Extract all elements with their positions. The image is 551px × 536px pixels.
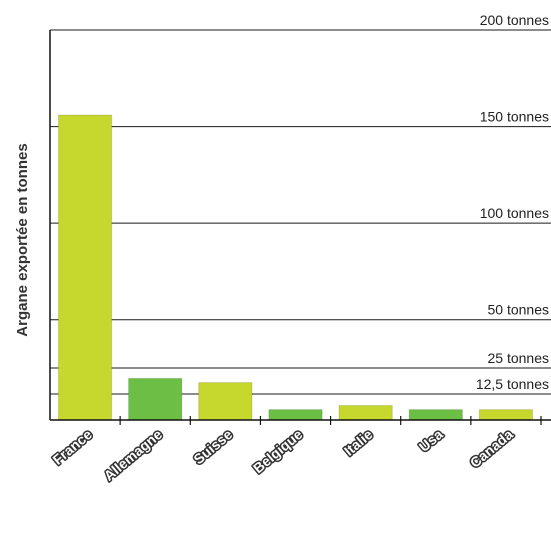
bars xyxy=(57,114,534,421)
bar-canada xyxy=(478,409,534,421)
gridline-label: 12,5 tonnes xyxy=(476,376,549,392)
x-tick-label: Belgique xyxy=(250,426,306,476)
gridline-label: 50 tonnes xyxy=(488,302,550,318)
bar-allemagne xyxy=(128,377,183,421)
x-tick-label: France xyxy=(50,426,96,468)
gridline-label: 100 tonnes xyxy=(480,205,549,221)
x-tick-label: Italie xyxy=(341,426,376,459)
gridline-label: 25 tonnes xyxy=(488,350,550,366)
gridline-label: 150 tonnes xyxy=(480,109,549,125)
x-tick-label: Canada xyxy=(467,426,516,471)
axes xyxy=(49,30,551,425)
bar-suisse xyxy=(198,382,253,421)
x-tick-label: Usa xyxy=(416,426,446,455)
bar-usa xyxy=(408,409,463,421)
gridline-label: 200 tonnes xyxy=(480,12,549,28)
category-labels: France Allemagne Suisse Belgique Italie Usa Ca… xyxy=(48,424,517,485)
bar-belgique xyxy=(268,409,323,421)
x-tick-label: Allemagne xyxy=(101,426,166,484)
bar-france xyxy=(57,114,113,421)
gridlines: 200 tonnes 150 tonnes 100 tonnes 50 tonnes 2… xyxy=(50,12,551,395)
y-axis-title: Argane exportée en tonnes xyxy=(14,143,31,336)
bar-italie xyxy=(338,404,393,421)
x-tick-label: Suisse xyxy=(190,426,235,467)
